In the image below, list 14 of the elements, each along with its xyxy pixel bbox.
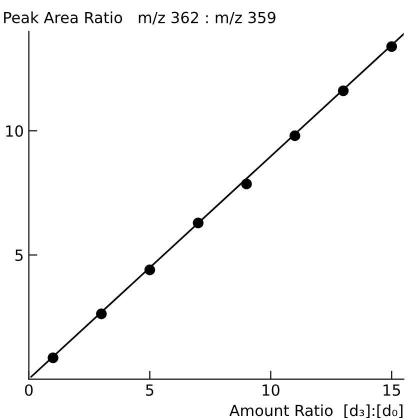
x-tick-label: 5	[146, 384, 154, 396]
point	[48, 352, 58, 364]
x-tick-label: 0	[24, 384, 33, 396]
point	[290, 130, 300, 142]
point	[386, 41, 398, 52]
x-axis-title: Amount Ratio [d₃]:[d₀]	[229, 404, 402, 418]
x-tick-label: 10	[262, 384, 280, 396]
y-axis-title: Peak Area Ratio m/z 362 : m/z 359	[4, 11, 276, 25]
point	[96, 308, 107, 320]
point	[241, 178, 252, 190]
point	[144, 264, 156, 276]
point	[192, 218, 204, 228]
x-tick-label: 15	[384, 384, 400, 396]
point	[338, 85, 349, 96]
